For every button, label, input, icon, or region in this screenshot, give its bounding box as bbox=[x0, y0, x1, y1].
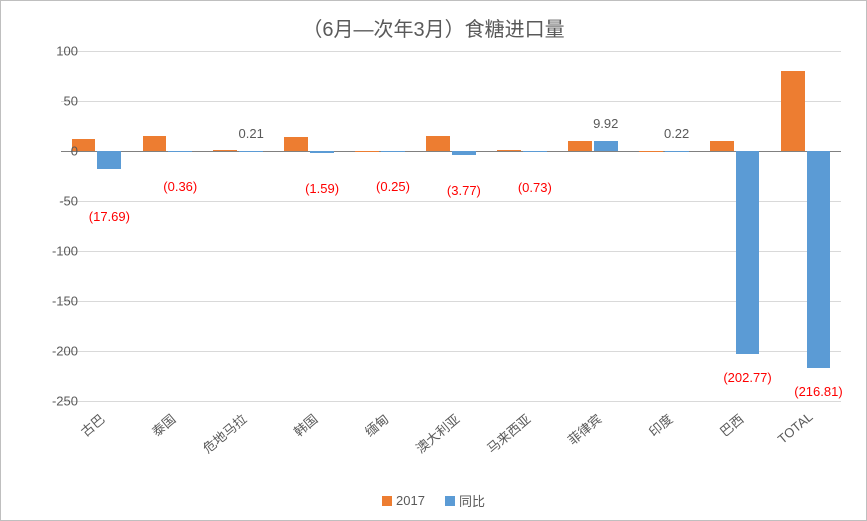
bar-2017 bbox=[568, 141, 592, 151]
bar-2017 bbox=[426, 136, 450, 151]
bar-yoy bbox=[736, 151, 760, 354]
legend-swatch bbox=[382, 496, 392, 506]
chart-container: （6月—次年3月）食糖进口量 100 50 0 -50 -100 -150 -200 -250… bbox=[0, 0, 867, 521]
legend-swatch bbox=[445, 496, 455, 506]
x-axis-label: 菲律宾 bbox=[563, 409, 605, 449]
x-axis-label: TOTAL bbox=[774, 409, 815, 447]
bar-yoy bbox=[594, 141, 618, 151]
data-label: (3.77) bbox=[447, 183, 481, 198]
y-tick-label: -50 bbox=[28, 194, 78, 209]
x-axis-label: 泰国 bbox=[147, 409, 179, 440]
bar-yoy bbox=[807, 151, 831, 368]
bar-2017 bbox=[284, 137, 308, 151]
x-axis-label: 缅甸 bbox=[360, 409, 392, 440]
gridline bbox=[61, 201, 841, 202]
x-axis-label: 古巴 bbox=[77, 409, 109, 440]
legend-label: 同比 bbox=[459, 491, 485, 510]
bar-yoy bbox=[239, 151, 263, 152]
data-label: 0.21 bbox=[239, 126, 264, 141]
chart-title: （6月—次年3月）食糖进口量 bbox=[1, 13, 866, 42]
y-tick-label: 50 bbox=[28, 94, 78, 109]
x-axis-label: 马来西亚 bbox=[482, 409, 534, 457]
legend-label: 2017 bbox=[396, 493, 425, 508]
data-label: (1.59) bbox=[305, 181, 339, 196]
legend-item: 2017 bbox=[382, 493, 425, 508]
gridline bbox=[61, 251, 841, 252]
bar-2017 bbox=[355, 151, 379, 152]
bar-yoy bbox=[665, 151, 689, 152]
legend-item: 同比 bbox=[445, 491, 485, 510]
x-axis-label: 危地马拉 bbox=[198, 409, 250, 457]
gridline bbox=[61, 401, 841, 402]
bar-yoy bbox=[310, 151, 334, 153]
bar-2017 bbox=[497, 150, 521, 151]
bar-2017 bbox=[213, 150, 237, 151]
y-tick-label: -250 bbox=[28, 394, 78, 409]
data-label: (202.77) bbox=[723, 370, 771, 385]
x-axis-label: 韩国 bbox=[289, 409, 321, 440]
x-axis-label: 澳大利亚 bbox=[411, 409, 463, 457]
gridline bbox=[61, 351, 841, 352]
bar-yoy bbox=[523, 151, 547, 152]
gridline bbox=[61, 301, 841, 302]
data-label: 0.22 bbox=[664, 126, 689, 141]
gridline bbox=[61, 51, 841, 52]
y-tick-label: -100 bbox=[28, 244, 78, 259]
data-label: 9.92 bbox=[593, 116, 618, 131]
x-axis-label: 印度 bbox=[644, 409, 676, 440]
data-label: (0.73) bbox=[518, 180, 552, 195]
plot-area bbox=[61, 51, 841, 401]
bar-yoy bbox=[97, 151, 121, 169]
bar-2017 bbox=[143, 136, 167, 151]
bar-2017 bbox=[639, 151, 663, 152]
y-tick-label: -150 bbox=[28, 294, 78, 309]
x-axis-label: 巴西 bbox=[715, 409, 747, 440]
bar-2017 bbox=[710, 141, 734, 151]
data-label: (0.36) bbox=[163, 179, 197, 194]
legend: 2017 同比 bbox=[1, 491, 866, 510]
data-label: (17.69) bbox=[89, 209, 130, 224]
y-tick-label: -200 bbox=[28, 344, 78, 359]
gridline bbox=[61, 101, 841, 102]
data-label: (0.25) bbox=[376, 179, 410, 194]
y-tick-label: 100 bbox=[28, 44, 78, 59]
bar-2017 bbox=[781, 71, 805, 151]
y-tick-label: 0 bbox=[28, 144, 78, 159]
bar-yoy bbox=[452, 151, 476, 155]
data-label: (216.81) bbox=[794, 384, 842, 399]
